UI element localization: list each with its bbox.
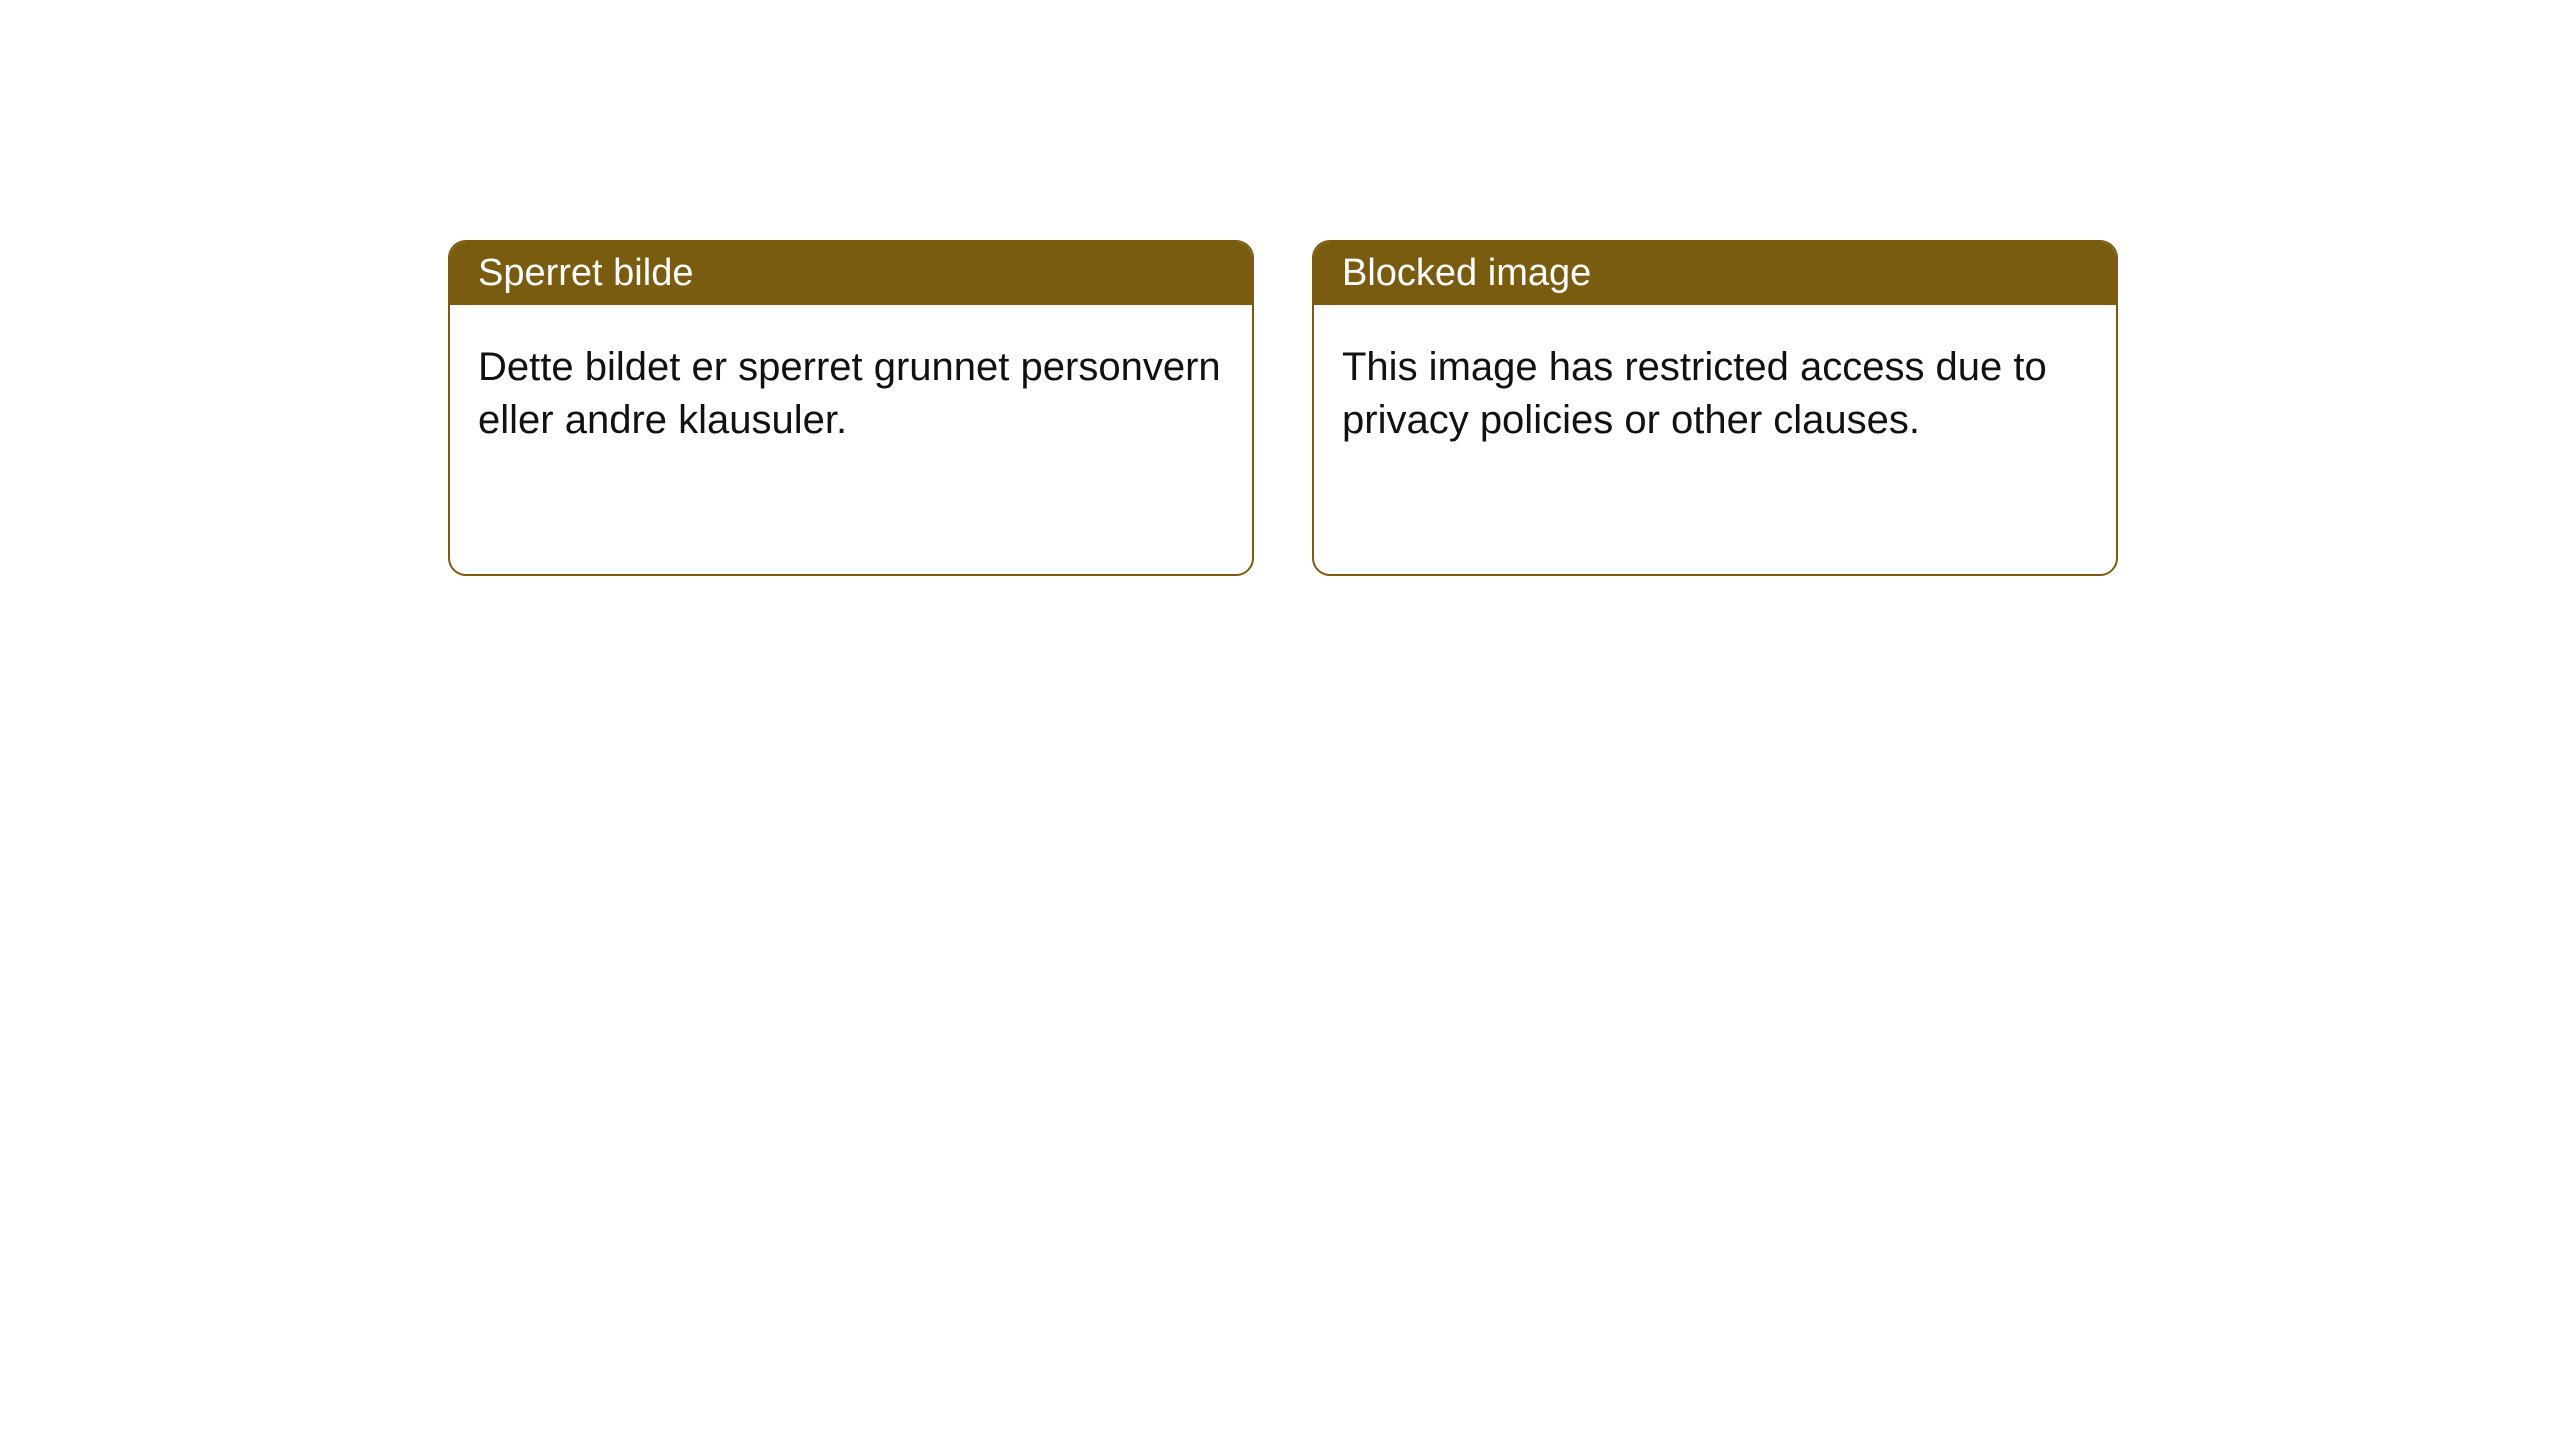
notice-body-english: This image has restricted access due to …	[1314, 305, 2116, 483]
notice-card-english: Blocked image This image has restricted …	[1312, 240, 2118, 576]
notice-card-norwegian: Sperret bilde Dette bildet er sperret gr…	[448, 240, 1254, 576]
notice-title-norwegian: Sperret bilde	[450, 242, 1252, 305]
notice-container: Sperret bilde Dette bildet er sperret gr…	[448, 240, 2118, 576]
notice-body-norwegian: Dette bildet er sperret grunnet personve…	[450, 305, 1252, 483]
notice-title-english: Blocked image	[1314, 242, 2116, 305]
